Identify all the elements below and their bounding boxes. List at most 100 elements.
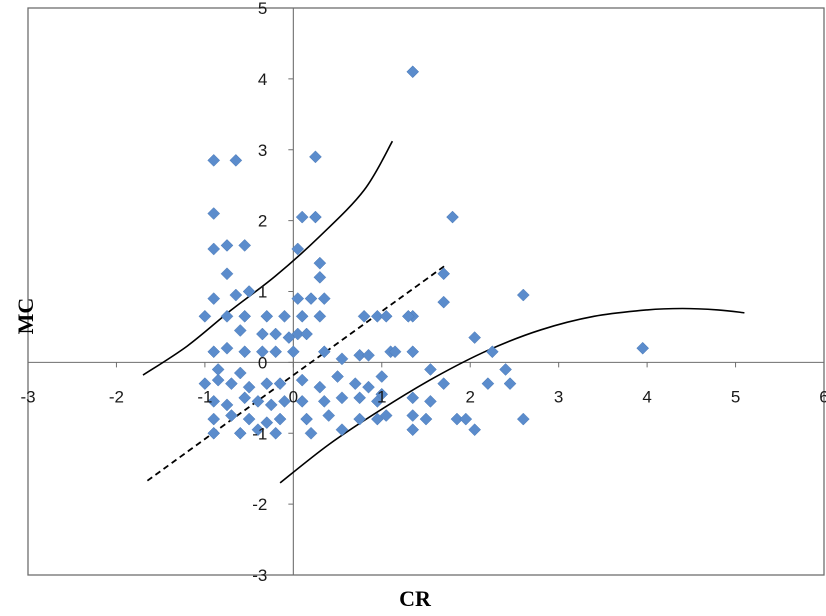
data-point [225,377,238,390]
data-point [273,412,287,426]
data-point [207,395,221,408]
dashed-curve-1 [146,264,447,482]
data-point [242,380,256,394]
data-point [229,154,243,167]
data-point [233,366,247,380]
data-point [291,292,305,305]
y-tick-label: 5 [258,0,267,18]
data-point [278,309,291,323]
x-tick-label: -3 [20,387,35,406]
data-point [207,345,221,359]
data-point [198,309,212,323]
data-point [260,416,274,429]
data-point [207,292,221,305]
y-axis-title: MC [13,298,38,335]
y-tick-label: 2 [258,212,267,231]
x-tick-label: 4 [642,387,651,406]
data-point [503,377,517,390]
data-point [309,150,322,164]
data-point [300,327,313,341]
data-point [375,387,389,401]
data-point [260,377,274,390]
solid-curve-0 [142,140,394,376]
data-point [295,373,309,387]
data-point [264,398,278,412]
data-point [291,327,305,341]
data-point [313,270,327,284]
data-point [220,341,234,355]
data-point [437,267,451,281]
y-tick-labels: -3 -2 -1 0 1 2 3 4 5 [252,0,267,585]
data-point [233,324,247,337]
data-point [459,412,473,426]
x-tick-label: -2 [109,387,124,406]
x-tick-label: 0 [289,387,298,406]
x-tick-label: 5 [731,387,740,406]
data-point [406,423,420,437]
data-point [251,395,265,408]
data-point [291,242,305,256]
data-point [481,377,495,390]
data-point [468,331,481,344]
data-point [242,285,256,298]
y-tick-label: -1 [252,424,267,443]
data-point [353,412,367,426]
y-tick-label: -3 [252,566,267,585]
data-point [251,423,265,437]
data-point [401,309,415,323]
plot-frame [27,7,825,576]
data-point [273,377,287,390]
data-point [233,426,247,440]
data-point [242,412,256,426]
data-point [220,267,234,281]
x-tick-label: 1 [377,387,386,406]
data-point [424,363,437,376]
data-point [406,65,420,79]
data-point [220,239,234,252]
data-point [207,242,221,256]
x-tick-label: 3 [554,387,563,406]
data-point [295,309,309,323]
data-point [322,409,336,422]
data-point [446,210,459,224]
solid-curve-2 [279,307,745,484]
data-point [229,288,243,302]
data-point [424,395,437,408]
data-point [636,341,650,355]
data-point [375,370,389,383]
data-point [379,409,393,422]
data-point [331,370,344,383]
data-point [260,309,274,323]
data-point [313,256,327,270]
curves [142,140,745,484]
y-tick-label: 3 [258,141,267,160]
data-point [317,292,331,305]
data-point [388,345,402,359]
data-point [317,345,331,359]
data-point [406,345,420,359]
data-point [256,345,269,359]
data-point [335,423,349,437]
data-point [207,412,221,426]
data-point [485,345,499,359]
data-point [516,288,530,302]
data-point [282,331,296,344]
data-point [371,412,384,426]
data-point [516,412,530,426]
data-point [256,327,269,341]
data-point [309,210,322,224]
data-point [238,309,252,323]
data-point [357,309,371,323]
data-point [238,239,252,252]
data-point [348,377,362,390]
data-point [225,409,238,422]
data-point [353,391,367,405]
data-point [450,412,464,426]
axes [27,7,825,576]
data-point [207,426,221,440]
data-point [269,426,282,440]
data-point [379,309,393,323]
y-tick-label: 1 [258,283,267,302]
data-point [468,423,481,437]
data-point [362,348,375,362]
